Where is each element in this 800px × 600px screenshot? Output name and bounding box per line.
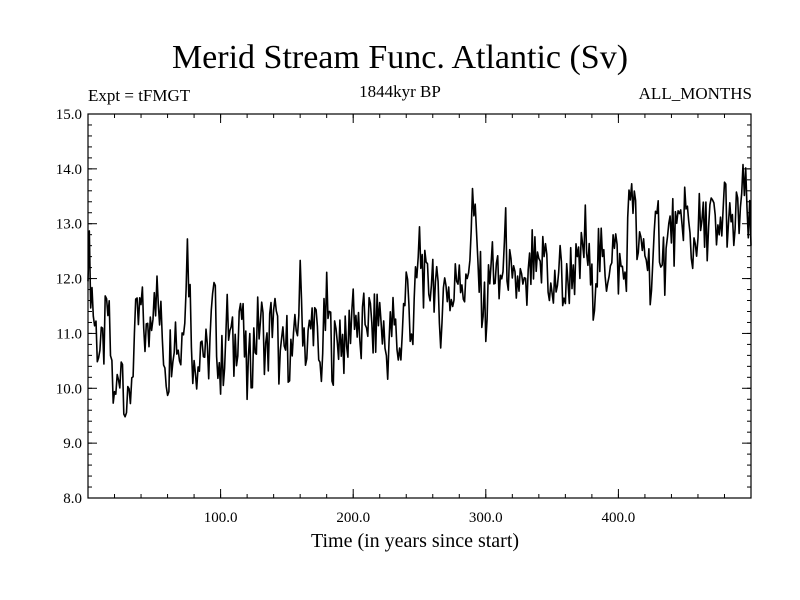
y-tick-label: 13.0 [56, 217, 82, 233]
y-tick-label: 8.0 [63, 491, 82, 507]
x-tick-label: 400.0 [602, 510, 636, 526]
tick-labels: 8.0 9.0 10.0 11.0 12.0 13.0 14.0 15.0 100.0 200.0… [56, 107, 636, 526]
x-axis-label: Time (in years since start) [310, 530, 520, 552]
plot-frame [87, 113, 752, 499]
y-tick-label: 15.0 [56, 107, 82, 123]
y-tick-label: 11.0 [56, 326, 82, 342]
x-tick-label: 100.0 [204, 510, 238, 526]
y-tick-label: 10.0 [56, 381, 82, 397]
series-line [87, 163, 752, 418]
x-tick-label: 300.0 [469, 510, 503, 526]
experiment-label: Expt = tFMGT [88, 86, 191, 105]
months-label: ALL_MONTHS [638, 84, 752, 103]
axis-ticks [87, 113, 752, 499]
period-label: 1844kyr BP [359, 82, 441, 101]
x-tick-label: 200.0 [336, 510, 370, 526]
chart-title: Merid Stream Func. Atlantic (Sv) [171, 39, 629, 76]
y-tick-label: 14.0 [56, 162, 82, 178]
y-tick-label: 12.0 [56, 272, 82, 288]
y-tick-label: 9.0 [63, 436, 82, 452]
